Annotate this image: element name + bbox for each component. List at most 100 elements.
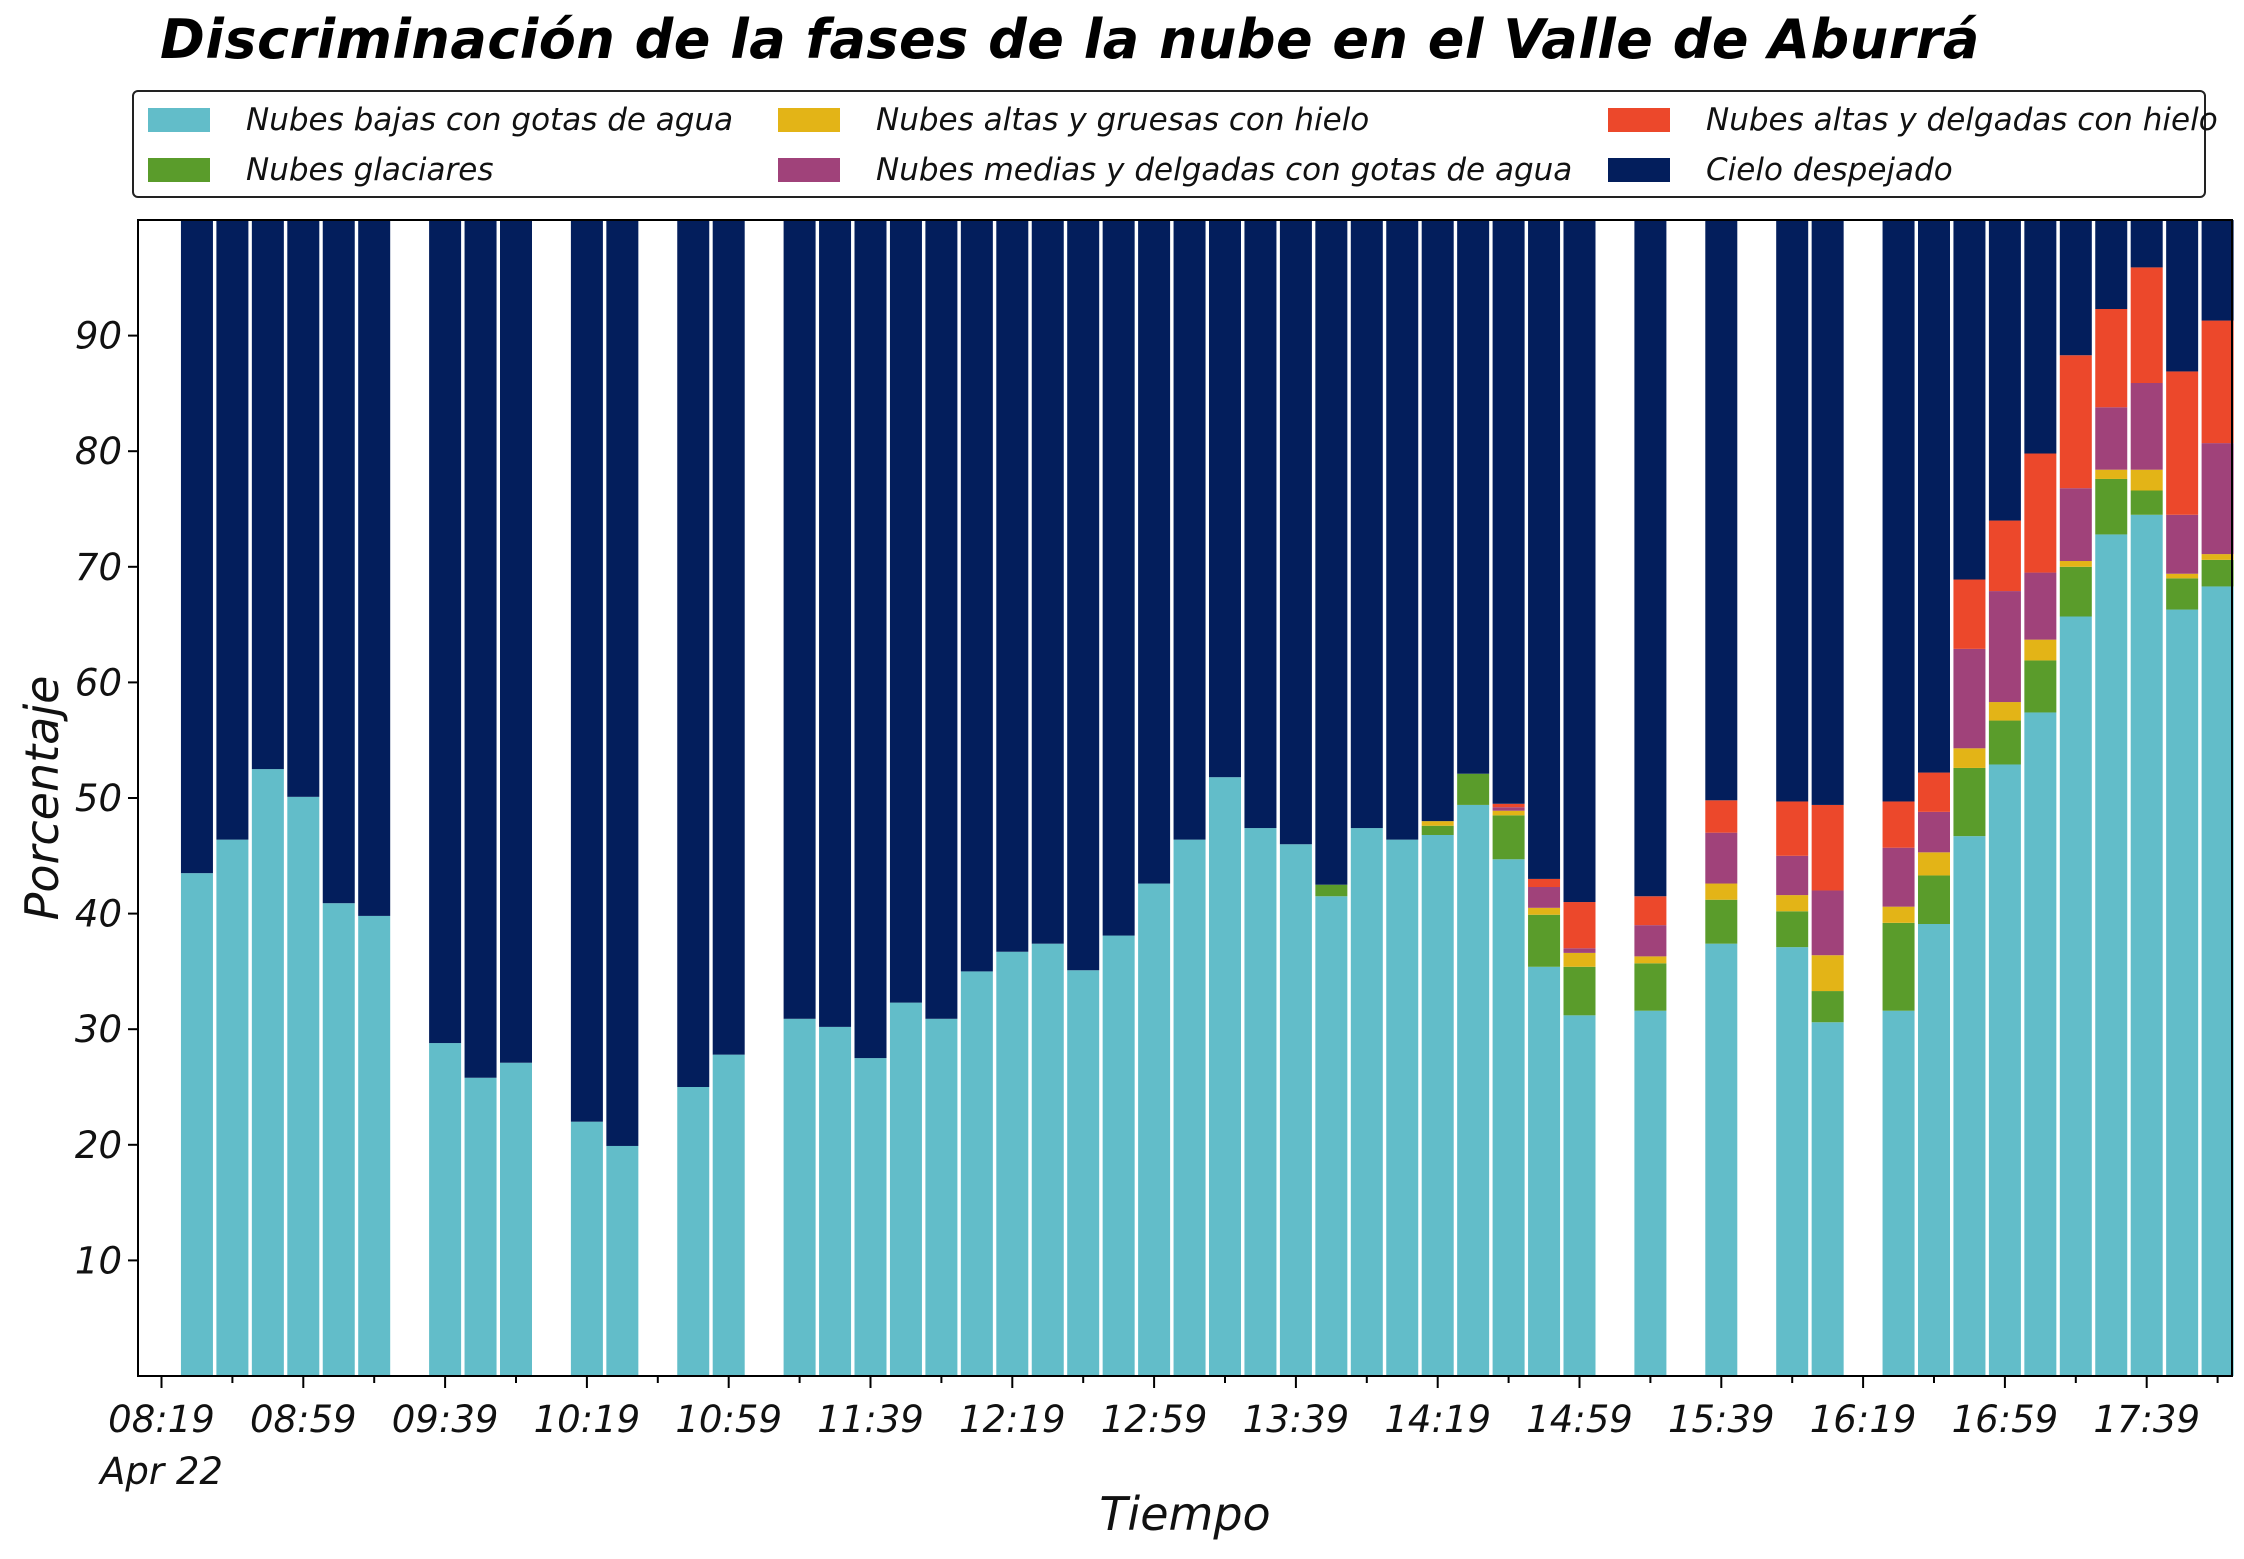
x-tick-label: 14:59	[1526, 1398, 1633, 1441]
legend-item-nubes-altas-delgadas: Nubes altas y delgadas con hielo	[1608, 102, 2218, 138]
bar-segment	[1882, 847, 1915, 907]
y-tick-label: 70	[75, 546, 122, 589]
bar-segment	[960, 220, 993, 972]
bar-segment	[783, 220, 816, 1019]
bar-segment	[1492, 803, 1525, 808]
bar-segment	[1988, 591, 2021, 703]
bar-segment	[2201, 220, 2234, 321]
bar-segment	[1953, 579, 1986, 649]
bar-segment	[2201, 559, 2234, 587]
bar-segment	[712, 220, 745, 1055]
bar-segment	[1457, 804, 1490, 1376]
bar-segment	[2095, 220, 2128, 310]
bar-segment	[251, 769, 284, 1376]
y-axis: 10 20 30 40 50 60 70 80 90	[75, 315, 138, 1282]
x-tick-label: 14:19	[1384, 1398, 1491, 1441]
bar-segment	[854, 1058, 887, 1376]
bar-segment	[2201, 443, 2234, 555]
legend-swatch	[148, 158, 210, 182]
legend-label: Nubes medias y delgadas con gotas de agu…	[876, 152, 1573, 188]
bar-segment	[1988, 702, 2021, 721]
bar-segment	[1918, 220, 1950, 773]
bar-segment	[251, 220, 284, 770]
bar-segment	[1209, 220, 1241, 778]
bar-segment	[712, 1054, 745, 1376]
bar-segment	[287, 220, 320, 797]
legend-swatch	[778, 158, 840, 182]
bar-segment	[1634, 956, 1667, 964]
bar-segment	[1705, 220, 1738, 801]
x-tick-label: 17:39	[2093, 1398, 2200, 1441]
bar-segment	[2024, 712, 2057, 1376]
bars-group	[180, 220, 2234, 1376]
bar-segment	[1067, 220, 1100, 971]
legend-item-nubes-bajas: Nubes bajas con gotas de agua	[148, 102, 733, 138]
bar-segment	[819, 1026, 852, 1376]
bar-segment	[1634, 925, 1667, 957]
bar-segment	[1244, 220, 1277, 829]
bar-segment	[2130, 490, 2163, 515]
bar-segment	[2095, 309, 2128, 408]
x-tick-label: 11:39	[817, 1398, 924, 1441]
bar-segment	[1279, 220, 1312, 845]
bar-segment	[1953, 648, 1986, 749]
bar-segment	[1492, 859, 1525, 1376]
x-tick-label: 10:19	[534, 1398, 641, 1441]
bar-segment	[1776, 911, 1809, 948]
bar-segment	[464, 1077, 497, 1376]
bar-segment	[819, 220, 852, 1027]
bar-segment	[1102, 220, 1135, 936]
bar-segment	[1421, 821, 1454, 826]
bar-segment	[1776, 855, 1809, 896]
bar-segment	[2201, 554, 2234, 560]
legend: Nubes bajas con gotas de agua Nubes glac…	[132, 90, 2218, 198]
x-tick-label: 16:59	[1952, 1398, 2059, 1441]
bar-segment	[500, 220, 532, 1063]
legend-swatch	[778, 108, 840, 132]
bar-segment	[216, 839, 249, 1376]
legend-label: Nubes glaciares	[246, 152, 494, 188]
bar-segment	[2166, 371, 2199, 515]
legend-item-nubes-medias: Nubes medias y delgadas con gotas de agu…	[778, 152, 1572, 188]
bar-segment	[1279, 844, 1312, 1376]
x-axis: 08:19 08:59 09:39 10:19 10:59 11:39 12:19 12:59…	[108, 1376, 2219, 1441]
bar-segment	[1634, 896, 1667, 926]
y-tick-label: 60	[75, 661, 122, 704]
bar-segment	[1811, 890, 1844, 956]
bar-segment	[677, 220, 710, 1087]
bar-segment	[180, 873, 213, 1376]
bar-segment	[1918, 811, 1950, 853]
bar-segment	[606, 220, 639, 1146]
bar-segment	[925, 1018, 958, 1376]
bar-segment	[1031, 220, 1064, 944]
bar-segment	[2024, 220, 2057, 454]
bar-segment	[1811, 955, 1844, 992]
y-axis-label: Porcentaje	[15, 676, 69, 921]
bar-segment	[1988, 520, 2021, 592]
bar-segment	[500, 1062, 532, 1376]
bar-segment	[1173, 839, 1206, 1376]
bar-segment	[1882, 801, 1915, 848]
bar-segment	[2024, 639, 2057, 661]
bar-segment	[1563, 902, 1596, 949]
bar-segment	[889, 1002, 922, 1376]
bar-segment	[2130, 469, 2163, 491]
bar-segment	[1634, 963, 1667, 1011]
bar-segment	[1492, 815, 1525, 860]
bar-segment	[180, 220, 213, 874]
x-tick-label: 08:19	[108, 1398, 215, 1441]
bar-segment	[1705, 883, 1738, 900]
bar-segment	[1988, 720, 2021, 765]
bar-segment	[996, 220, 1029, 952]
legend-label: Nubes bajas con gotas de agua	[246, 102, 734, 138]
bar-segment	[1315, 896, 1348, 1376]
legend-label: Nubes altas y gruesas con hielo	[876, 102, 1370, 138]
legend-swatch	[148, 108, 210, 132]
bar-segment	[1209, 777, 1241, 1376]
bar-segment	[1953, 767, 1986, 837]
bar-segment	[1492, 220, 1525, 804]
bar-segment	[1528, 220, 1561, 879]
bar-segment	[1776, 895, 1809, 912]
y-tick-label: 30	[75, 1008, 122, 1051]
x-tick-label: 12:19	[959, 1398, 1066, 1441]
